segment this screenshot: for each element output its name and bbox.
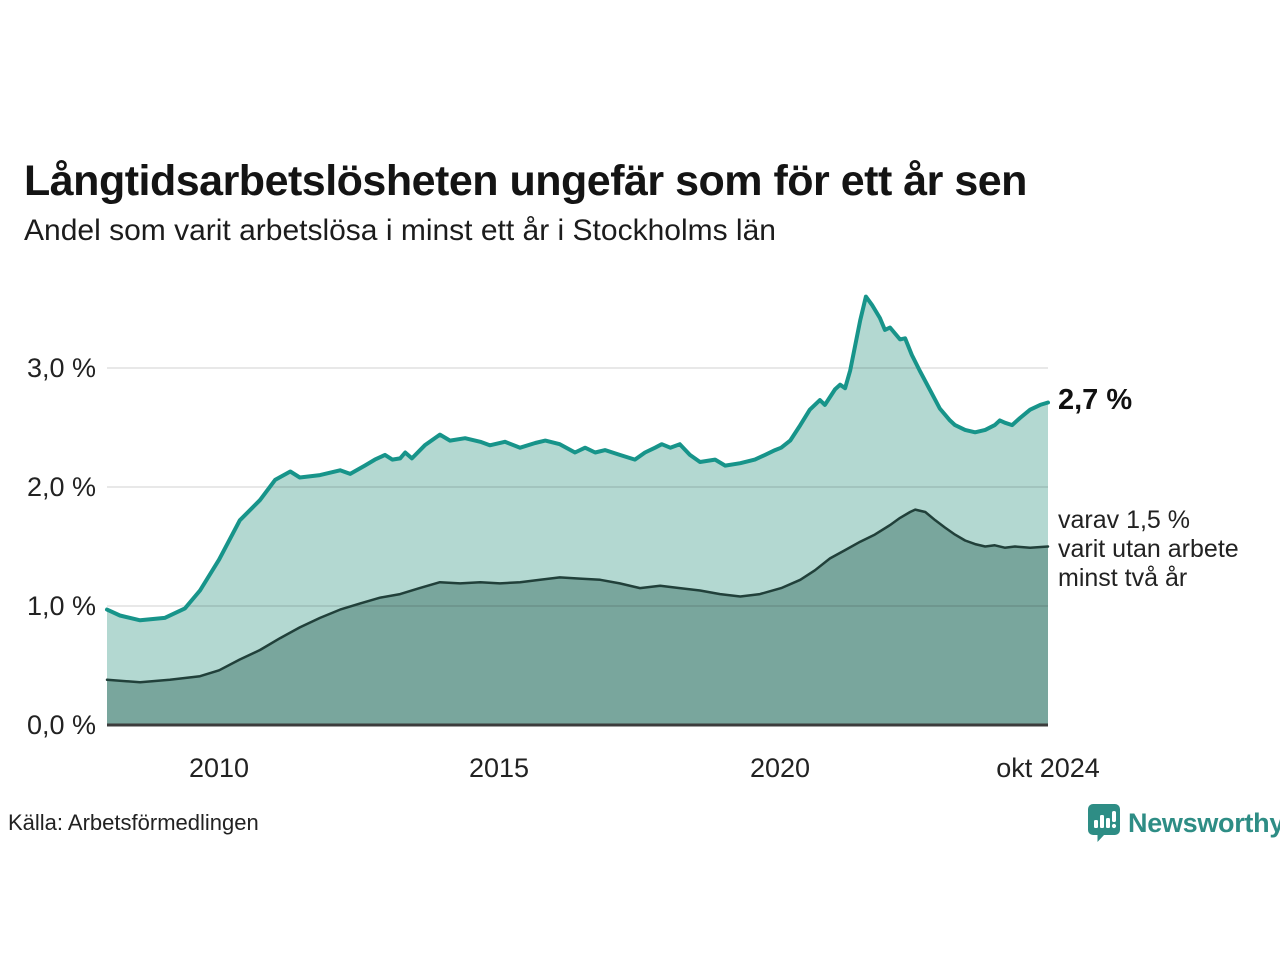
secondary-annotation-line-3: minst två år (1058, 564, 1188, 592)
chart-subtitle: Andel som varit arbetslösa i minst ett å… (24, 214, 776, 247)
x-axis-tick-label: 2020 (749, 753, 811, 783)
x-axis-tick-label: 2015 (468, 753, 530, 783)
secondary-annotation-line-1: varav 1,5 % (1058, 506, 1191, 534)
series-line-over-1yr (105, 294, 1050, 623)
y-axis-tick-label: 0,0 % (26, 710, 96, 740)
y-axis-tick-label: 1,0 % (26, 591, 96, 621)
secondary-annotation-line-2: varit utan arbete (1058, 535, 1239, 563)
latest-value-annotation: 2,7 % (1058, 384, 1133, 416)
x-axis-tick-label: 2010 (188, 753, 250, 783)
series-line-over-2yr (105, 508, 1050, 684)
newsworthy-wordmark: Newsworthy (1128, 807, 1280, 838)
page-title: Långtidsarbetslösheten ungefär som för e… (24, 156, 1027, 205)
source-note: Källa: Arbetsförmedlingen (8, 810, 259, 835)
gridlines (107, 367, 1048, 607)
secondary-value-annotation: varav 1,5 % varit utan arbete minst två … (1058, 506, 1239, 593)
newsworthy-logo: Newsworthy (1087, 803, 1280, 843)
area-fill-over-2yr (107, 509, 1048, 725)
y-axis-tick-label: 3,0 % (26, 353, 96, 383)
x-axis-tick-label: okt 2024 (996, 753, 1100, 783)
y-axis-tick-label: 2,0 % (26, 472, 96, 502)
bar-chart-bubble-icon (1087, 803, 1121, 843)
